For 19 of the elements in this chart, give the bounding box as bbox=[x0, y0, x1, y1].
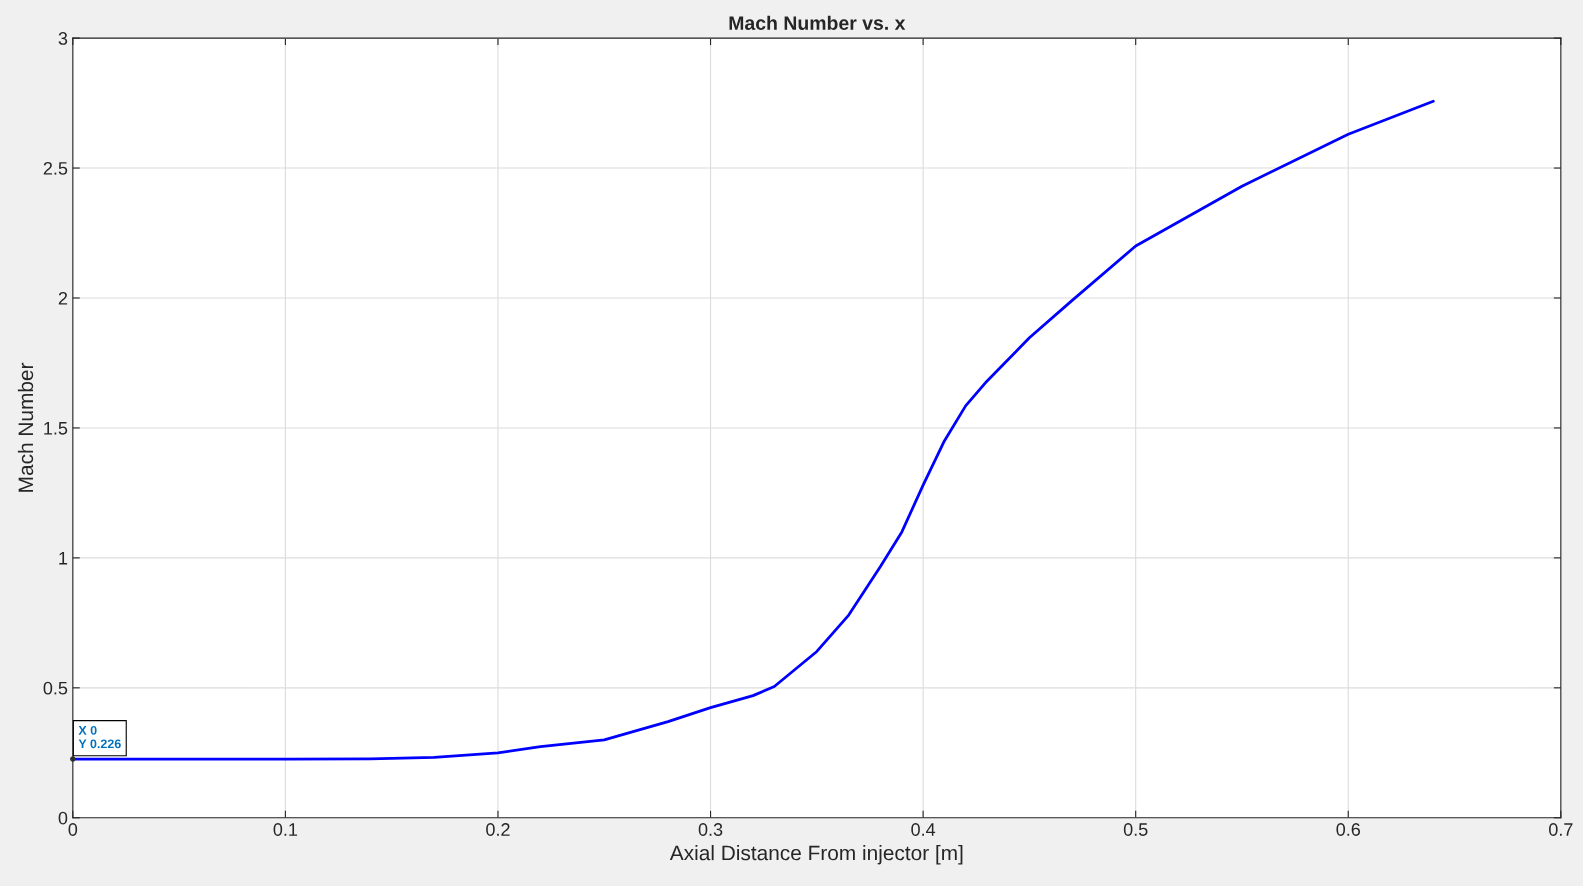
x-tick-label: 0.4 bbox=[911, 823, 936, 836]
chart-title: Mach Number vs. x bbox=[729, 15, 906, 30]
y-tick-label: 1 bbox=[59, 552, 68, 565]
y-tick-label: 2 bbox=[58, 291, 68, 305]
x-tick-label: 0.6 bbox=[1336, 823, 1361, 836]
x-tick-label: 0 bbox=[68, 823, 78, 836]
y-tick-label: 0 bbox=[58, 811, 68, 825]
x-tick-label: 0.1 bbox=[273, 823, 298, 836]
x-tick-label: 0.5 bbox=[1123, 823, 1148, 836]
y-tick-label: 1.5 bbox=[44, 422, 68, 435]
x-tick-label: 0.3 bbox=[698, 823, 723, 836]
x-tick-label: 0.7 bbox=[1548, 823, 1573, 836]
annotation: X 0 Y 0.226 bbox=[78, 725, 121, 749]
y-axis-title: Mach Number bbox=[17, 362, 34, 492]
x-tick-label: 0.2 bbox=[486, 823, 510, 836]
x-axis-title: Axial Distance From injector [m] bbox=[669, 845, 963, 865]
y-tick-label: 3 bbox=[58, 32, 68, 45]
y-tick-label: 0.5 bbox=[43, 681, 68, 695]
y-tick-label: 2.5 bbox=[43, 161, 68, 175]
